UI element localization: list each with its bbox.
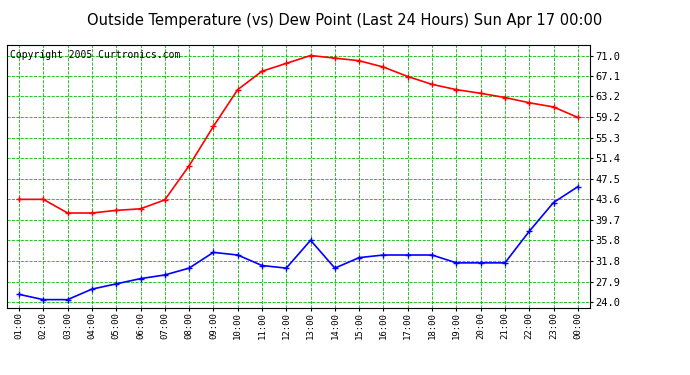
Text: Outside Temperature (vs) Dew Point (Last 24 Hours) Sun Apr 17 00:00: Outside Temperature (vs) Dew Point (Last… [88, 13, 602, 28]
Text: Copyright 2005 Curtronics.com: Copyright 2005 Curtronics.com [10, 50, 180, 60]
